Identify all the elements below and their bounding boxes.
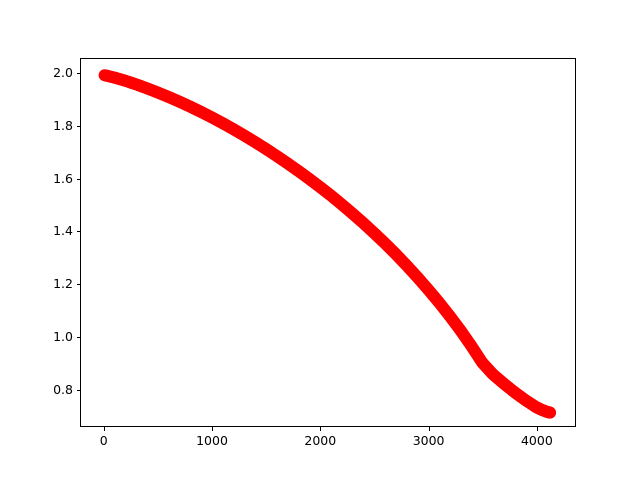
- y-tick-label: 0.8: [53, 381, 73, 397]
- x-tick-label: 4000: [520, 433, 553, 448]
- y-tick-mark: [76, 178, 80, 180]
- plot-axes: [80, 58, 576, 427]
- x-tick-mark: [320, 427, 322, 431]
- y-tick-mark: [76, 389, 80, 391]
- y-tick-label: 1.2: [53, 275, 73, 291]
- x-tick-label: 0: [99, 433, 108, 448]
- y-tick-mark: [76, 231, 80, 233]
- y-tick-label: 1.4: [53, 223, 73, 239]
- x-tick-mark: [103, 427, 105, 431]
- scatter-series-layer: [98, 69, 557, 419]
- y-tick-mark: [76, 125, 80, 127]
- y-tick-mark: [76, 73, 80, 75]
- x-tick-label: 3000: [412, 433, 445, 448]
- y-tick-label: 1.0: [53, 328, 73, 344]
- x-tick-mark: [428, 427, 430, 431]
- y-tick-mark: [76, 336, 80, 338]
- x-tick-mark: [212, 427, 213, 431]
- y-tick-label: 1.8: [53, 117, 73, 133]
- y-tick-label: 1.6: [53, 170, 73, 186]
- scatter-points-group: [98, 69, 557, 419]
- y-tick-mark: [76, 284, 80, 286]
- x-tick-label: 2000: [304, 433, 337, 448]
- y-tick-label: 2.0: [53, 64, 73, 80]
- x-tick-label: 1000: [196, 433, 228, 448]
- x-tick-mark: [536, 427, 538, 431]
